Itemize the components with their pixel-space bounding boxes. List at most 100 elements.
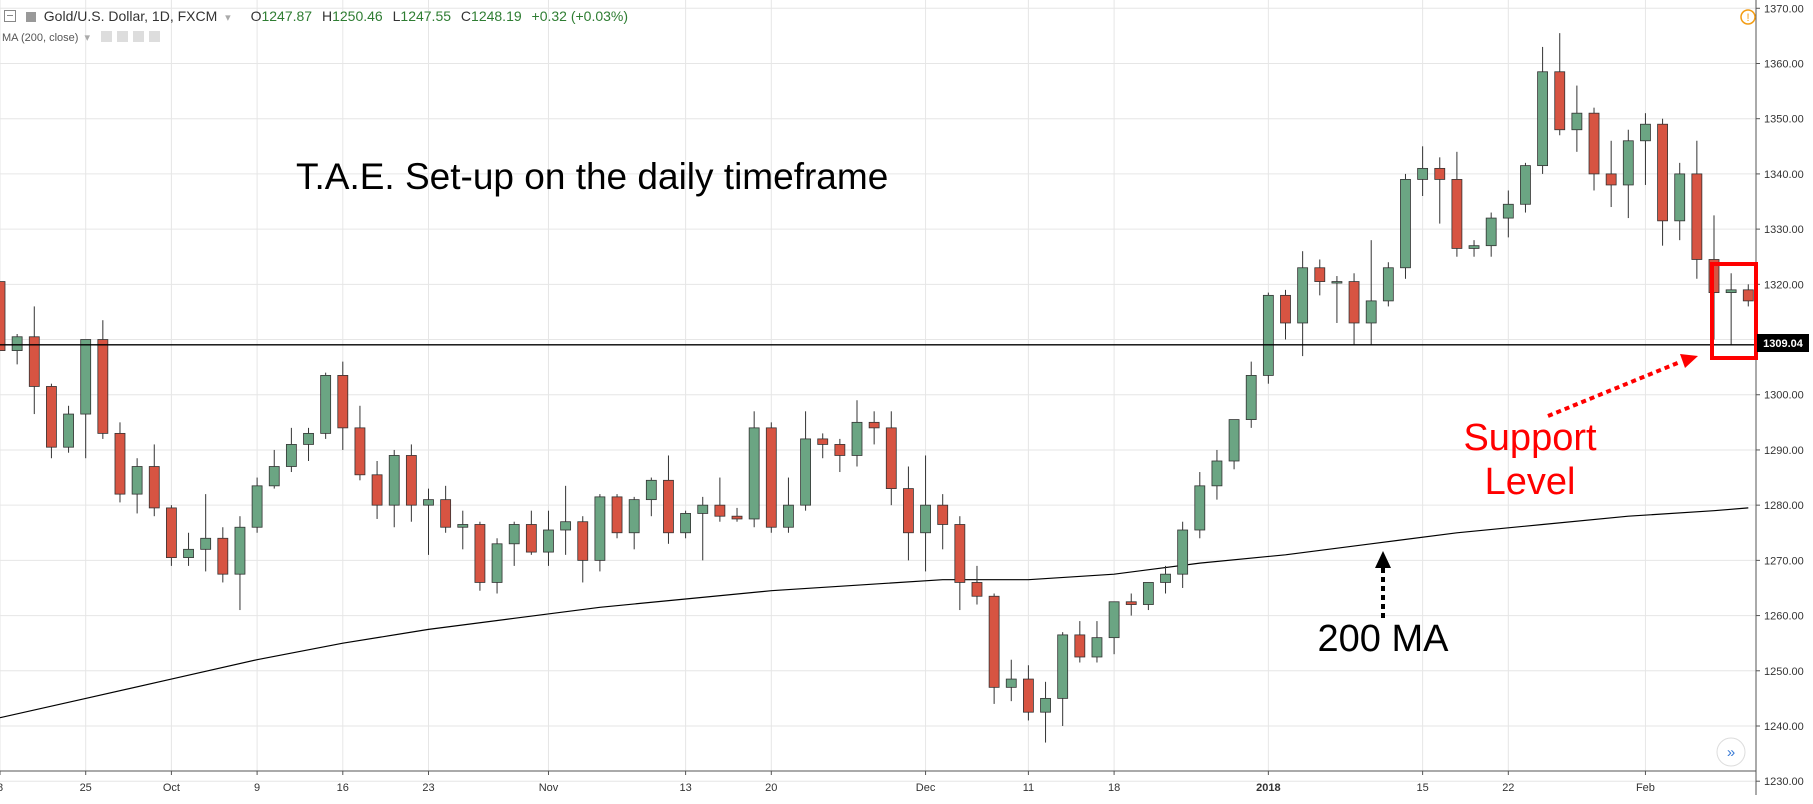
y-tick-label: 1370.00	[1764, 3, 1804, 15]
candle-body	[285, 444, 297, 467]
candle-body	[1434, 167, 1446, 180]
candle-body	[663, 479, 674, 534]
candle	[1554, 33, 1566, 136]
candle	[148, 444, 160, 517]
candle-body	[765, 427, 777, 528]
candle	[1040, 681, 1051, 743]
y-tick-label: 1320.00	[1764, 279, 1804, 291]
x-tick-label: Dec	[916, 782, 936, 794]
candle-body	[988, 595, 1000, 688]
candle	[337, 361, 349, 450]
indicator-settings-icon[interactable]	[117, 31, 129, 42]
candle	[903, 466, 914, 561]
ohlc-values: O1247.87 H1250.46 L1247.55 C1248.19 +0.3…	[251, 8, 628, 24]
candle-body	[1228, 419, 1240, 462]
candle-body	[714, 504, 726, 517]
candle-body	[1108, 601, 1120, 639]
candle-body	[920, 504, 931, 534]
x-tick-label: 22	[1502, 782, 1514, 794]
candle	[1605, 140, 1617, 208]
candle-body	[28, 336, 40, 387]
candle	[440, 485, 452, 533]
candle	[697, 496, 709, 561]
indicator-label[interactable]: MA (200, close)	[2, 32, 79, 44]
candle-body	[954, 524, 966, 583]
alert-icon[interactable]	[1740, 9, 1756, 25]
candle	[165, 505, 177, 566]
candle-body	[937, 504, 949, 525]
x-tick-label: 15	[1416, 782, 1428, 794]
symbol-dropdown-icon[interactable]: ▾	[225, 12, 231, 24]
y-tick-label: 1360.00	[1764, 58, 1804, 70]
candle-body	[817, 438, 829, 445]
candle	[594, 494, 606, 572]
candle	[491, 538, 503, 594]
y-tick-label: 1230.00	[1764, 776, 1804, 788]
candle	[714, 477, 726, 522]
x-tick-label: 8	[0, 782, 3, 794]
candle-body	[697, 504, 709, 514]
y-tick-label: 1300.00	[1764, 390, 1804, 402]
candle	[457, 510, 469, 550]
candle	[217, 527, 229, 583]
x-tick-label: 9	[254, 782, 260, 794]
support-arrow-head	[1680, 354, 1698, 368]
candle-body	[1691, 173, 1703, 260]
indicator-visibility-icon[interactable]	[101, 31, 113, 42]
candle-body	[748, 427, 760, 520]
candle	[1571, 85, 1583, 152]
candle-body	[131, 466, 143, 495]
chart-header: Gold/U.S. Dollar, 1D, FXCM ▾ O1247.87 H1…	[0, 8, 628, 24]
candle-body	[1485, 217, 1497, 247]
x-tick-label: Oct	[163, 782, 180, 794]
scroll-right-button[interactable]	[1716, 737, 1746, 767]
candle	[1262, 292, 1274, 384]
collapse-icon[interactable]	[4, 10, 16, 22]
symbol-title[interactable]: Gold/U.S. Dollar, 1D, FXCM	[43, 8, 218, 24]
close-label: C	[460, 8, 472, 24]
candle	[663, 455, 674, 544]
candle-body	[680, 513, 691, 534]
candle	[28, 306, 40, 415]
candle	[46, 383, 57, 459]
candle	[868, 411, 880, 445]
grid	[0, 0, 1756, 782]
candle-body	[577, 521, 589, 561]
x-tick-label: Nov	[539, 782, 559, 794]
y-tick-label: 1340.00	[1764, 169, 1804, 181]
candle-body	[1588, 112, 1600, 175]
candle	[1125, 593, 1137, 616]
candle-body	[1451, 179, 1463, 249]
candle-body	[183, 548, 194, 559]
candle-body	[1725, 289, 1737, 294]
candle	[200, 494, 212, 572]
candle	[577, 516, 589, 583]
y-tick-label: 1350.00	[1764, 114, 1804, 126]
candle-body	[234, 526, 246, 575]
candle	[508, 521, 520, 566]
indicator-dropdown-icon[interactable]: ▾	[84, 32, 91, 44]
candle-body	[457, 524, 469, 528]
candle	[817, 433, 829, 459]
ma-line-group	[0, 507, 1749, 719]
candle-body	[63, 413, 74, 448]
x-tick-label: 2018	[1256, 782, 1280, 794]
y-tick-label: 1330.00	[1764, 224, 1804, 236]
candle-body	[611, 496, 623, 534]
indicator-more-icon[interactable]	[133, 31, 145, 42]
candle-body	[1297, 267, 1309, 324]
x-tick-label: Feb	[1636, 782, 1655, 794]
candle	[645, 477, 657, 517]
candle-body	[217, 537, 229, 575]
candle	[354, 405, 366, 481]
price-tag-bg	[1757, 334, 1809, 352]
candle-body	[885, 427, 897, 489]
x-tick-label: 13	[679, 782, 691, 794]
candle-body	[1348, 281, 1360, 324]
candle-body	[303, 432, 314, 445]
indicator-remove-icon[interactable]	[149, 31, 161, 42]
candle	[1228, 419, 1240, 470]
candle	[1537, 46, 1548, 174]
candle	[560, 485, 572, 555]
candle-body	[903, 488, 914, 534]
